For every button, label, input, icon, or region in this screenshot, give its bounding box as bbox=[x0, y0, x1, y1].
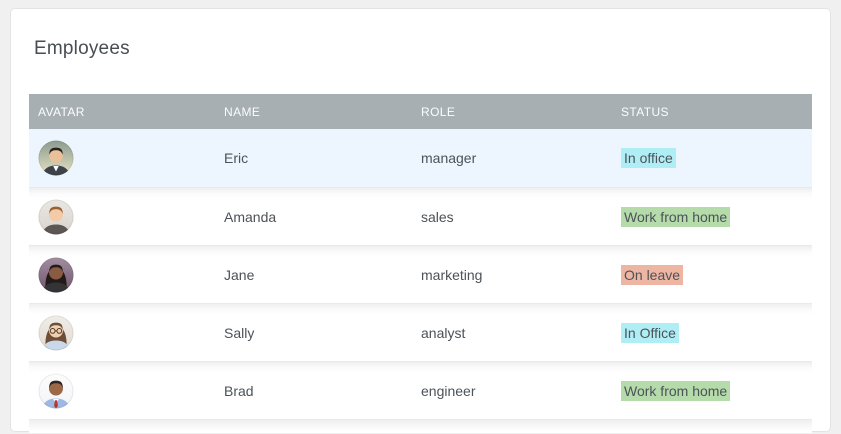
employee-name: Amanda bbox=[224, 208, 277, 225]
status-badge: Work from home bbox=[621, 206, 731, 227]
employee-row-jane[interactable]: Jane marketing On leave bbox=[29, 245, 812, 303]
column-header-name: NAME bbox=[224, 104, 261, 119]
employees-table: AVATAR NAME ROLE STATUS Eric manager In offic… bbox=[29, 94, 812, 433]
status-cell: Work from home bbox=[612, 206, 812, 227]
status-cell: On leave bbox=[612, 264, 812, 285]
table-header: AVATAR NAME ROLE STATUS bbox=[29, 94, 812, 129]
avatar bbox=[38, 140, 74, 176]
avatar bbox=[38, 315, 74, 351]
employee-role: analyst bbox=[421, 324, 466, 341]
avatar-photo bbox=[38, 373, 74, 408]
employee-role: sales bbox=[421, 208, 454, 225]
employee-name: Sally bbox=[224, 324, 255, 341]
employee-row-sally[interactable]: Sally analyst In Office bbox=[29, 303, 812, 361]
page-title: Employees bbox=[34, 38, 130, 59]
table-body: Eric manager In office Amanda sales Work from… bbox=[29, 129, 812, 419]
avatar-cell bbox=[29, 199, 215, 235]
status-cell: In Office bbox=[612, 322, 812, 343]
column-header-avatar: AVATAR bbox=[38, 104, 85, 119]
employee-name: Eric bbox=[224, 150, 249, 166]
table-bottom-divider bbox=[29, 419, 812, 433]
employee-role: engineer bbox=[421, 382, 476, 399]
employee-name: Brad bbox=[224, 382, 254, 399]
employee-row-amanda[interactable]: Amanda sales Work from home bbox=[29, 187, 812, 245]
status-badge: In office bbox=[621, 148, 676, 168]
column-header-status: STATUS bbox=[621, 104, 669, 119]
avatar-cell bbox=[29, 140, 215, 176]
employees-card: Employees AVATAR NAME ROLE STATUS Eric manag… bbox=[10, 8, 831, 433]
employee-name: Jane bbox=[224, 266, 255, 283]
avatar-cell bbox=[29, 257, 215, 293]
avatar-photo bbox=[38, 140, 74, 176]
avatar bbox=[38, 257, 74, 293]
status-cell: Work from home bbox=[612, 380, 812, 401]
employee-role: marketing bbox=[421, 266, 483, 283]
avatar-photo bbox=[38, 257, 74, 292]
avatar-photo bbox=[38, 315, 74, 350]
employee-role: manager bbox=[421, 150, 477, 166]
avatar-cell bbox=[29, 373, 215, 409]
status-badge: Work from home bbox=[621, 380, 731, 401]
employee-row-brad[interactable]: Brad engineer Work from home bbox=[29, 361, 812, 419]
avatar bbox=[38, 373, 74, 409]
status-badge: In Office bbox=[621, 322, 679, 343]
status-cell: In office bbox=[612, 148, 812, 168]
column-header-role: ROLE bbox=[421, 104, 456, 119]
employee-row-eric[interactable]: Eric manager In office bbox=[29, 129, 812, 187]
avatar bbox=[38, 199, 74, 235]
avatar-cell bbox=[29, 315, 215, 351]
avatar-photo bbox=[38, 199, 74, 234]
status-badge: On leave bbox=[621, 264, 684, 285]
